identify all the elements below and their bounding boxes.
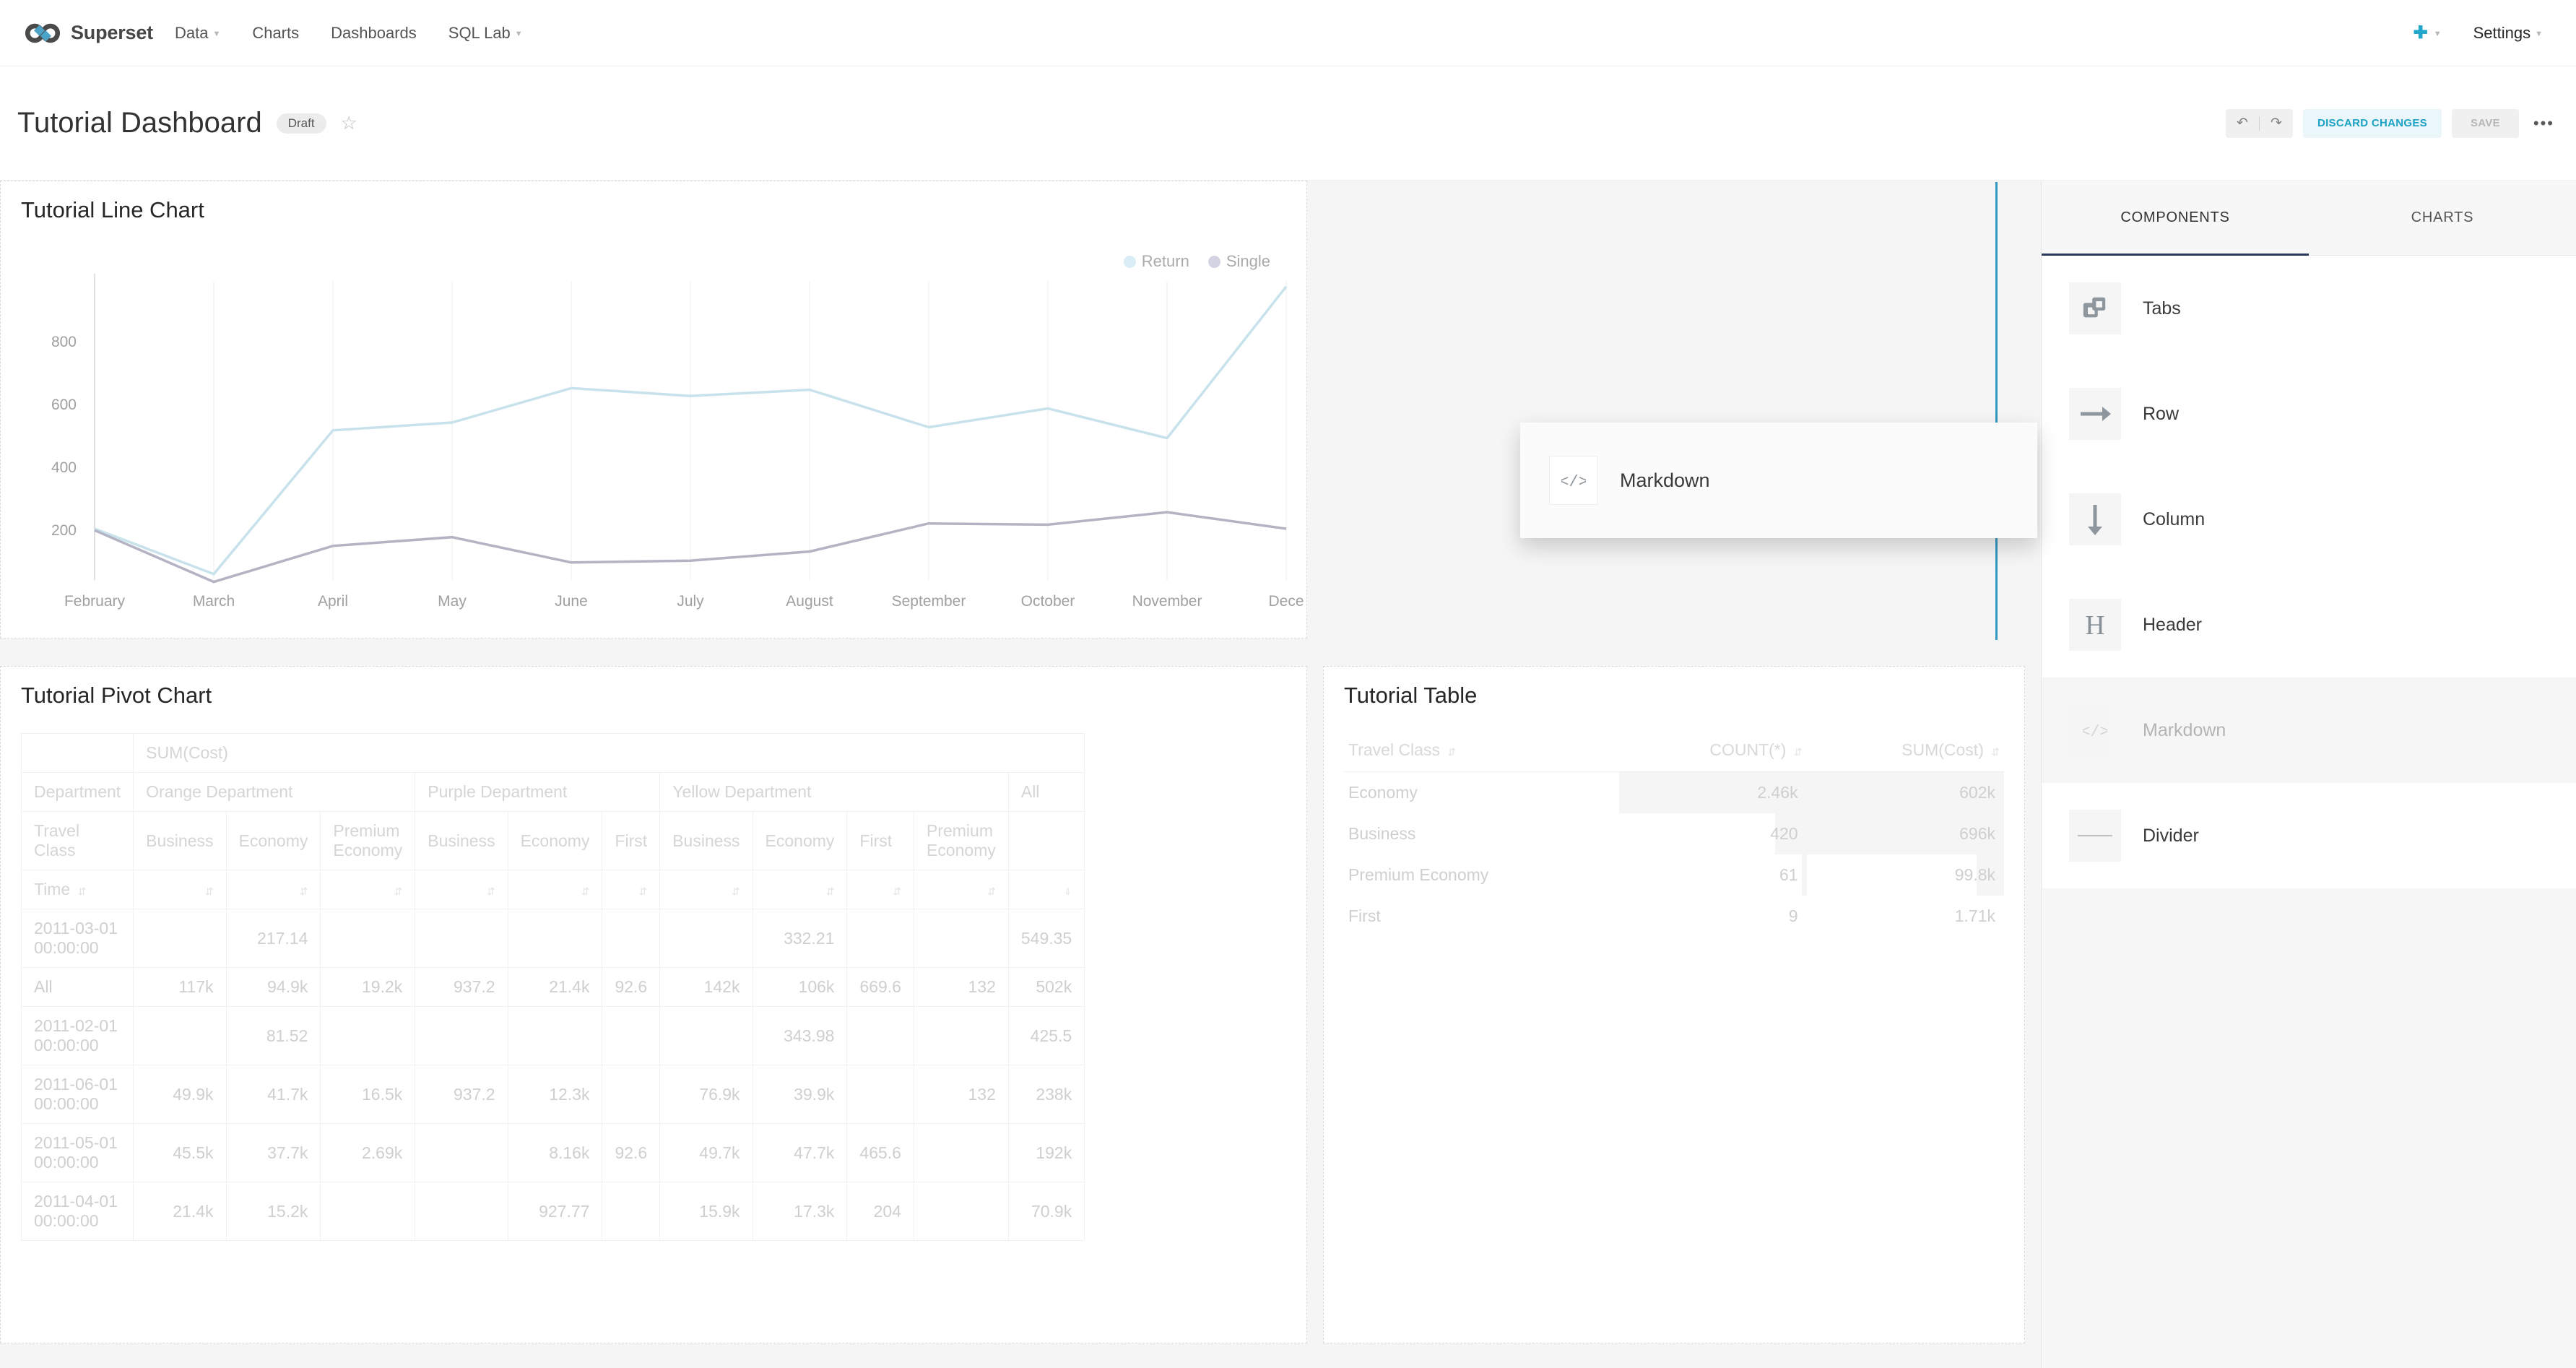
svg-text:H: H	[2085, 610, 2104, 639]
svg-text:</>: </>	[1561, 473, 1586, 491]
svg-text:June: June	[555, 593, 588, 610]
svg-text:600: 600	[51, 397, 77, 413]
svg-text:November: November	[1132, 593, 1202, 610]
svg-text:August: August	[786, 593, 833, 610]
svg-text:200: 200	[51, 522, 77, 539]
svg-text:</>: </>	[2083, 723, 2107, 741]
svg-text:April: April	[318, 593, 348, 610]
svg-text:February: February	[64, 593, 126, 610]
svg-text:Dece: Dece	[1268, 593, 1304, 610]
svg-text:July: July	[677, 593, 704, 610]
svg-text:September: September	[892, 593, 966, 610]
svg-text:800: 800	[51, 334, 77, 350]
svg-text:October: October	[1021, 593, 1075, 610]
svg-text:March: March	[193, 593, 235, 610]
svg-text:400: 400	[51, 459, 77, 476]
svg-text:May: May	[438, 593, 467, 610]
